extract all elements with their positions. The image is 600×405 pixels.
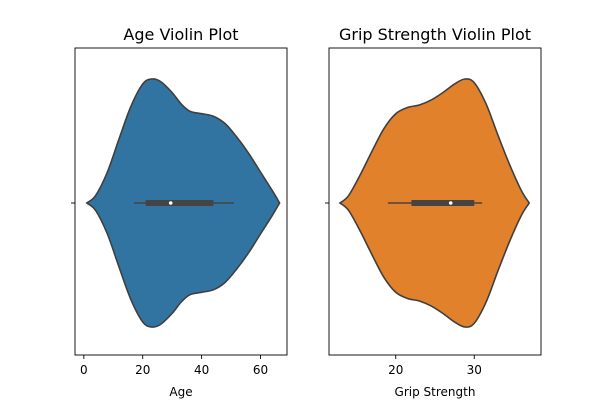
panel-title: Age Violin Plot — [123, 25, 238, 44]
grip-strength-violin-panel: Grip Strength Violin Plot Grip Strength … — [325, 25, 542, 399]
x-tick-label: 40 — [194, 363, 209, 377]
x-tick-label: 60 — [253, 363, 268, 377]
x-tick-label: 0 — [80, 363, 88, 377]
x-tick-label: 20 — [388, 363, 403, 377]
median-marker — [448, 201, 453, 205]
x-tick-label: 30 — [467, 363, 482, 377]
iqr-box — [411, 200, 475, 206]
panel-title: Grip Strength Violin Plot — [339, 25, 531, 44]
axes-frame — [74, 47, 288, 356]
x-tick-label: 20 — [135, 363, 150, 377]
x-axis-label: Grip Strength — [395, 385, 476, 399]
age-violin-panel: Age Violin Plot Age 0 20 40 60 — [71, 25, 288, 399]
median-marker — [168, 201, 173, 205]
x-axis-label: Age — [169, 385, 192, 399]
iqr-box — [145, 200, 214, 206]
axes-frame — [328, 47, 542, 356]
